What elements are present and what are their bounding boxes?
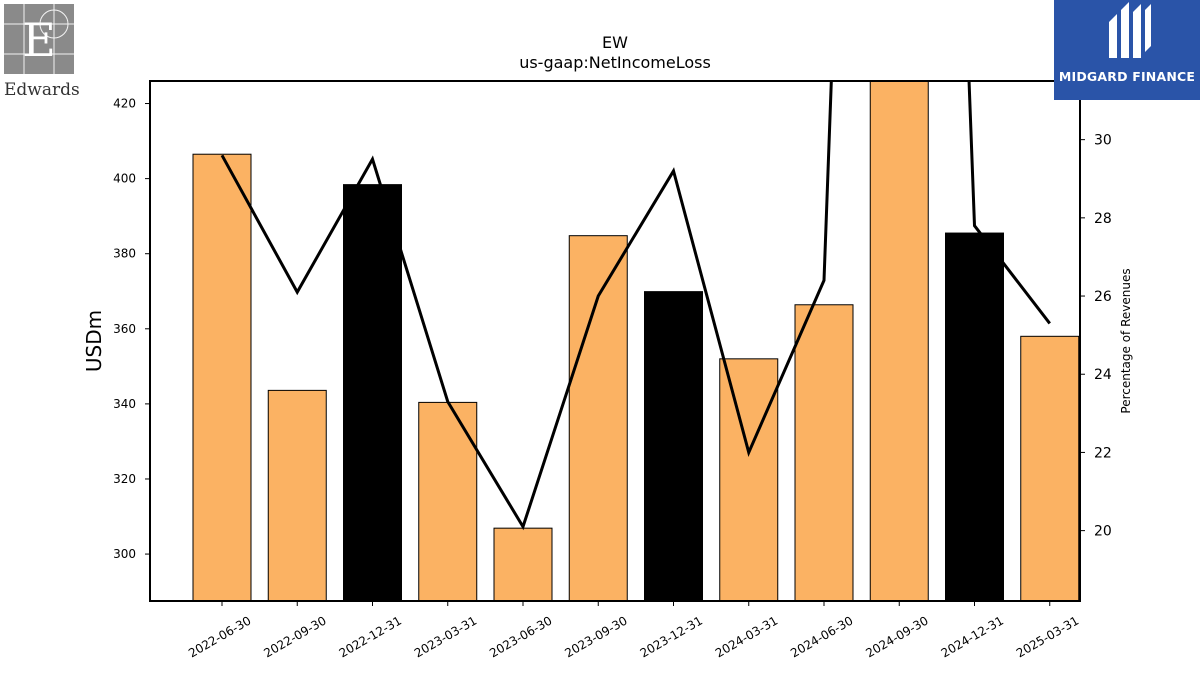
bar-2024-09-30 xyxy=(869,81,929,601)
percentage-line xyxy=(220,81,1051,531)
y2-tick-label: 26 xyxy=(1094,289,1112,305)
x-tick-label: 2022-09-30 xyxy=(261,613,328,660)
plot-area: 300 320 340 360 380 400 420 20 22 24 26 28 30 2022-06… xyxy=(113,80,1112,660)
chart-title: EW xyxy=(602,33,628,52)
x-tick-label: 2022-12-31 xyxy=(337,613,404,660)
bar-2024-03-31 xyxy=(719,358,779,601)
bar-2023-03-31 xyxy=(418,401,478,601)
bar-2022-12-31 xyxy=(343,184,402,601)
x-tick-label: 2023-12-31 xyxy=(638,613,705,660)
y-tick-label: 420 xyxy=(113,97,136,111)
svg-text:E: E xyxy=(22,13,56,67)
x-tick-label: 2024-09-30 xyxy=(863,613,930,660)
bar-2024-12-31 xyxy=(945,232,1004,601)
x-tick-label: 2023-03-31 xyxy=(412,613,479,660)
y-axis-label: USDm xyxy=(82,310,106,372)
edwards-logo: E Edwards xyxy=(4,4,80,100)
midgard-wordmark: MIDGARD FINANCE xyxy=(1058,69,1196,84)
plot-frame xyxy=(149,80,1081,602)
y-tick-label: 400 xyxy=(113,172,136,186)
y2-tick-label: 28 xyxy=(1094,211,1112,227)
y2-tick-label: 30 xyxy=(1094,133,1112,149)
y2-tick-label: 22 xyxy=(1094,445,1112,461)
bar-series xyxy=(192,81,1080,601)
midgard-emblem-icon xyxy=(1109,2,1151,58)
bar-2022-06-30 xyxy=(192,153,252,601)
y-tick-label: 340 xyxy=(113,397,136,411)
edwards-emblem-icon: E xyxy=(4,4,74,74)
chart-subtitle: us-gaap:NetIncomeLoss xyxy=(519,53,711,72)
bar-2023-06-30 xyxy=(493,527,553,601)
bar-2024-06-30 xyxy=(794,304,854,601)
x-tick-label: 2022-06-30 xyxy=(186,613,253,660)
bar-2025-03-31 xyxy=(1020,335,1080,601)
y-tick-label: 300 xyxy=(113,547,136,561)
bar-2023-09-30 xyxy=(568,235,628,601)
y-tick-label: 360 xyxy=(113,322,136,336)
y2-axis-label: Percentage of Revenues xyxy=(1119,268,1133,413)
x-tick-label: 2023-09-30 xyxy=(562,613,629,660)
bar-2022-09-30 xyxy=(267,389,327,601)
y2-tick-label: 20 xyxy=(1094,524,1112,540)
x-tick-label: 2023-06-30 xyxy=(487,613,554,660)
x-tick-label: 2024-06-30 xyxy=(788,613,855,660)
y-tick-label: 380 xyxy=(113,247,136,261)
midgard-finance-logo: MIDGARD FINANCE xyxy=(1054,0,1200,100)
x-tick-label: 2024-12-31 xyxy=(939,613,1006,660)
x-tick-label: 2024-03-31 xyxy=(713,613,780,660)
bar-2023-12-31 xyxy=(644,291,703,601)
x-tick-label: 2025-03-31 xyxy=(1014,613,1081,660)
y-tick-label: 320 xyxy=(113,472,136,486)
edwards-wordmark: Edwards xyxy=(4,80,80,100)
y2-tick-label: 24 xyxy=(1094,367,1112,383)
